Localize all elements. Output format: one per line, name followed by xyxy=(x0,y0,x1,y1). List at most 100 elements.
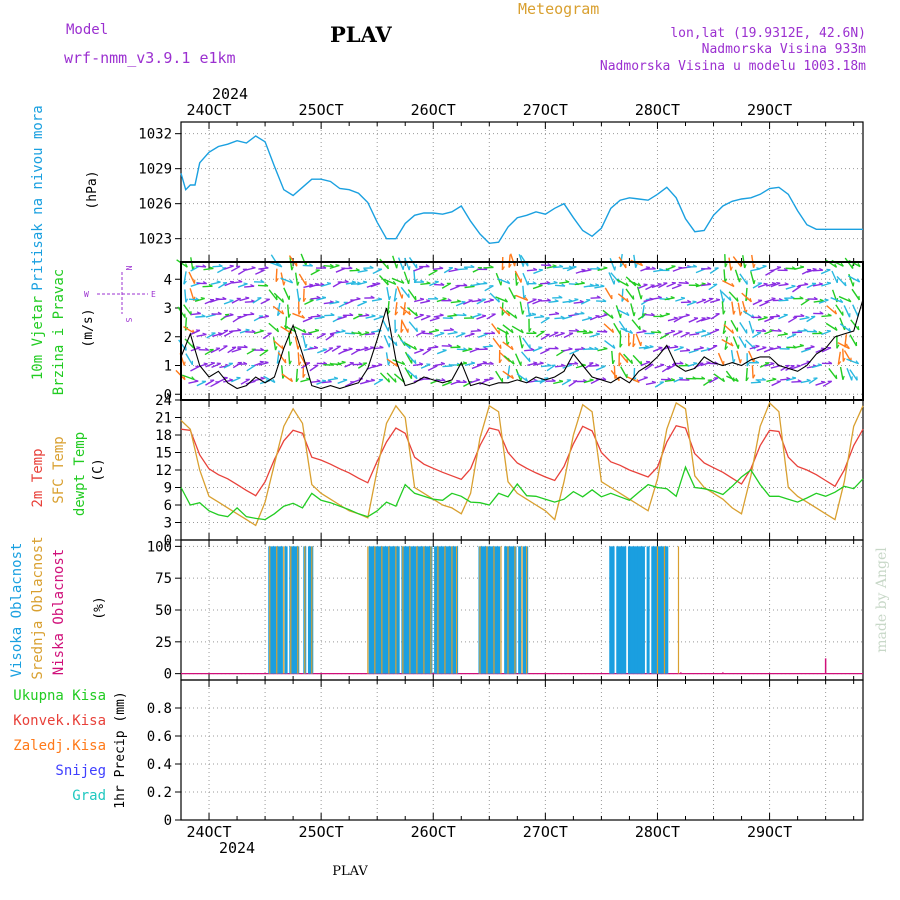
wind-arrow-head xyxy=(475,347,480,350)
wind-arrow xyxy=(532,299,543,305)
wind-arrow-head xyxy=(369,346,375,349)
wind-arrow xyxy=(519,301,524,315)
wind-arrow xyxy=(659,333,670,340)
wind-arrow xyxy=(643,298,654,303)
wind-arrow-head xyxy=(447,343,453,347)
wind-arrow xyxy=(373,315,384,321)
wind-arrow xyxy=(268,322,280,333)
wind-arrow-head xyxy=(619,313,622,318)
wind-arrow xyxy=(205,379,215,386)
wind-arrow xyxy=(765,282,776,287)
wind-arrow-head xyxy=(528,327,532,333)
wind-arrow xyxy=(244,285,255,288)
wind-arrow-head xyxy=(651,380,656,384)
wind-arrow xyxy=(644,313,655,317)
wind-arrow-head xyxy=(533,267,538,271)
wind-arrow xyxy=(597,267,608,272)
wind-arrow xyxy=(617,308,630,317)
wind-arrow-head xyxy=(394,378,397,383)
wind-arrow xyxy=(547,282,558,286)
wind-arrow-head xyxy=(202,264,207,268)
wind-arrow-head xyxy=(546,280,551,284)
wind-arrow-head xyxy=(481,314,487,317)
wind-arrow xyxy=(541,264,552,267)
wind-arrow xyxy=(575,269,586,274)
cloud-ylabel-high: Visoka Oblacnost xyxy=(9,543,25,678)
wind-arrow xyxy=(370,282,381,288)
wind-arrow xyxy=(295,368,299,382)
wind-arrow-head xyxy=(456,379,461,382)
wind-arrow xyxy=(554,317,565,320)
wind-arrow xyxy=(227,346,237,354)
wind-arrow-head xyxy=(439,313,444,316)
wind-arrow xyxy=(270,254,279,267)
wind-arrow xyxy=(371,298,382,302)
wind-arrow-head xyxy=(560,331,565,334)
wind-arrow xyxy=(218,345,228,352)
wind-arrow xyxy=(665,330,676,335)
wind-arrow xyxy=(723,324,734,334)
wind-arrow xyxy=(636,330,647,334)
wind-arrow xyxy=(778,299,789,302)
wind-arrow xyxy=(292,312,305,319)
wind-arrow xyxy=(244,313,255,316)
wind-arrow xyxy=(756,265,767,271)
wind-arrow xyxy=(287,304,290,318)
wind-arrow-head xyxy=(321,296,327,299)
wind-arrow-head xyxy=(848,298,852,303)
wind-arrow-head xyxy=(587,316,592,319)
wind-arrow xyxy=(666,363,677,371)
wind-arrow xyxy=(470,378,480,384)
wind-arrow-head xyxy=(229,264,234,267)
wind-arrow-head xyxy=(272,378,276,383)
wind-arrow-head xyxy=(679,361,684,365)
wind-arrow-head xyxy=(425,264,430,268)
wind-arrow-head xyxy=(540,314,545,318)
wind-arrow-head xyxy=(498,329,501,335)
wind-arrow xyxy=(778,283,789,287)
cloud-ylabel: Visoka Oblacnost Srednja Oblacnost Niska… xyxy=(9,536,107,679)
wind-arrow-head xyxy=(524,296,529,301)
wind-arrow xyxy=(373,346,384,350)
bottom-day-labels: 24OCT 25OCT 26OCT 27OCT 28OCT 29OCT xyxy=(186,823,792,841)
wind-arrow-head xyxy=(574,361,579,365)
wind-arrow xyxy=(808,377,818,385)
wind-arrow-head xyxy=(783,332,788,335)
wind-arrow-head xyxy=(855,360,860,365)
wind-arrow-head xyxy=(851,376,853,381)
wind-arrow xyxy=(244,300,255,303)
wind-arrow-head xyxy=(731,329,735,334)
wind-arrow-head xyxy=(511,374,515,379)
wind-arrow-head xyxy=(762,264,767,267)
wind-arrow xyxy=(428,346,439,349)
wind-arrow-head xyxy=(525,377,529,382)
wind-arrow xyxy=(276,302,281,316)
wind-arrow-head xyxy=(434,344,439,348)
wind-arrow xyxy=(785,285,796,290)
wind-arrow-head xyxy=(819,298,824,302)
wind-arrow-head xyxy=(453,330,458,334)
wind-arrow-head xyxy=(618,362,622,367)
wind-arrow-head xyxy=(722,310,726,315)
wind-arrow xyxy=(258,267,269,270)
wind-arrow xyxy=(190,329,201,335)
wind-arrow-head xyxy=(596,295,601,299)
wind-arrow xyxy=(464,362,475,366)
wind-arrow xyxy=(728,291,739,302)
wind-arrow-head xyxy=(645,266,650,269)
wind-arrow-head xyxy=(614,266,616,271)
wind-arrow-head xyxy=(824,298,829,301)
wind-arrow-head xyxy=(326,282,332,285)
wind-arrow xyxy=(759,301,769,307)
wind-arrow-head xyxy=(670,378,675,381)
temp-ylabel: 2m Temp SFC Temp dewpt Temp (C) xyxy=(30,432,106,516)
wind-arrow xyxy=(323,347,334,354)
wind-arrow-head xyxy=(559,264,564,268)
wind-arrow xyxy=(316,380,327,385)
wind-arrow-head xyxy=(657,330,662,334)
wind-arrow-head xyxy=(442,349,447,351)
wind-arrow xyxy=(707,345,718,352)
wind-arrow xyxy=(422,332,433,335)
wind-arrow-head xyxy=(501,266,505,271)
wind-arrow xyxy=(843,305,851,318)
